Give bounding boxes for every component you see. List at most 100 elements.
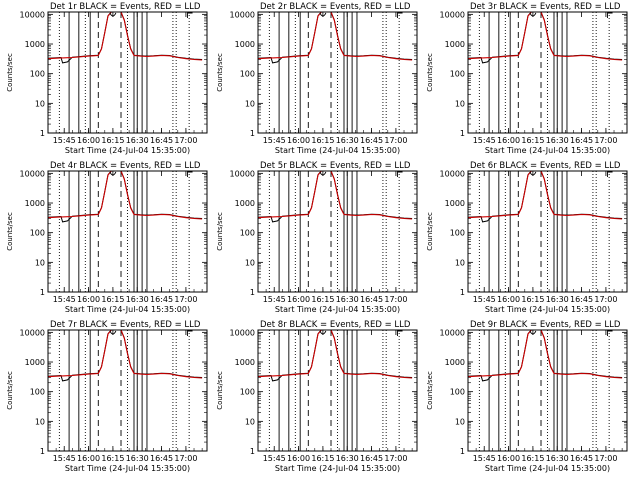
y-tick-label: 10000 [440, 10, 465, 19]
y-tick-label: 1 [250, 288, 255, 297]
y-tick-label: 100 [30, 70, 45, 79]
marker-lines [478, 330, 610, 451]
attenuator-marker [109, 330, 117, 335]
plot-frame [47, 329, 208, 452]
y-axis-label: Counts/sec [426, 371, 434, 410]
plot-frame [257, 329, 418, 452]
x-tick-label: 17:00 [594, 454, 617, 463]
x-axis-label: Start Time (24-Jul-04 15:35:00) [485, 305, 610, 314]
x-axis-label: Start Time (24-Jul-04 15:35:00) [65, 146, 190, 155]
y-tick-label: 10 [35, 99, 45, 108]
y-tick-label: 100 [450, 229, 465, 238]
x-tick-label: 15:45 [263, 295, 286, 304]
chart-panel: Det 7r BLACK = Events, RED = LLD Counts/s… [6, 320, 208, 473]
attenuator-marker [187, 171, 193, 177]
x-tick-label: 16:15 [521, 454, 544, 463]
series-line-lld [48, 12, 203, 61]
chart-panel: Det 2r BLACK = Events, RED = LLD Counts/s… [216, 2, 418, 155]
marker-lines [478, 12, 610, 133]
y-axis-label: Counts/sec [426, 53, 434, 92]
x-tick-label: 16:45 [570, 454, 593, 463]
y-tick-label: 1 [40, 129, 45, 138]
y-tick-label: 10000 [440, 328, 465, 337]
x-tick-label: 16:00 [287, 295, 310, 304]
marker-lines [58, 12, 190, 133]
y-tick-label: 1000 [445, 358, 465, 367]
series-group [258, 12, 413, 64]
y-tick-label: 10000 [440, 169, 465, 178]
marker-lines [58, 330, 190, 451]
y-tick-label: 1 [250, 129, 255, 138]
x-axis-label: Start Time (24-Jul-04 15:35:00) [275, 464, 400, 473]
chart-title: Det 5r BLACK = Events, RED = LLD [260, 161, 411, 171]
series-group [48, 12, 203, 64]
y-tick-label: 100 [450, 388, 465, 397]
series-line-events [468, 330, 623, 382]
x-tick-label: 16:15 [521, 295, 544, 304]
x-tick-label: 16:00 [77, 295, 100, 304]
x-tick-label: 16:30 [126, 454, 149, 463]
x-tick-label: 16:30 [546, 295, 569, 304]
x-tick-label: 16:30 [126, 295, 149, 304]
y-tick-label: 1000 [445, 40, 465, 49]
y-tick-label: 10000 [230, 328, 255, 337]
chart-panel: Det 1r BLACK = Events, RED = LLD Counts/s… [6, 2, 208, 155]
series-group [468, 171, 623, 223]
x-tick-label: 15:45 [53, 295, 76, 304]
series-line-events [258, 330, 413, 382]
y-tick-label: 10 [35, 417, 45, 426]
x-tick-label: 16:15 [101, 454, 124, 463]
series-line-events [468, 12, 623, 64]
plot-frame [467, 11, 628, 134]
attenuator-marker [319, 12, 327, 17]
chart-title: Det 3r BLACK = Events, RED = LLD [470, 2, 621, 12]
y-tick-label: 100 [240, 70, 255, 79]
series-line-lld [468, 171, 623, 220]
x-axis-label: Start Time (24-Jul-04 15:35:00) [275, 146, 400, 155]
series-line-lld [468, 12, 623, 61]
x-tick-label: 16:30 [336, 295, 359, 304]
chart-panel: Det 6r BLACK = Events, RED = LLD Counts/s… [426, 161, 628, 314]
x-tick-label: 16:00 [497, 454, 520, 463]
x-tick-label: 16:45 [150, 136, 173, 145]
series-group [258, 171, 413, 223]
x-tick-label: 17:00 [594, 295, 617, 304]
y-tick-label: 10 [455, 417, 465, 426]
x-tick-label: 17:00 [174, 295, 197, 304]
x-tick-label: 16:30 [546, 136, 569, 145]
attenuator-marker [397, 330, 403, 336]
plot-frame [47, 170, 208, 293]
y-tick-label: 1 [460, 129, 465, 138]
series-group [48, 171, 203, 223]
series-line-lld [258, 330, 413, 379]
x-tick-label: 16:30 [336, 136, 359, 145]
plot-frame [467, 329, 628, 452]
x-tick-label: 16:30 [546, 454, 569, 463]
chart-panel: Det 3r BLACK = Events, RED = LLD Counts/s… [426, 2, 628, 155]
y-tick-label: 10 [35, 258, 45, 267]
y-axis-label: Counts/sec [6, 212, 14, 251]
series-line-events [48, 12, 203, 64]
y-tick-label: 1000 [235, 199, 255, 208]
x-axis-label: Start Time (24-Jul-04 15:35:00) [65, 464, 190, 473]
x-tick-label: 16:15 [311, 454, 334, 463]
x-tick-label: 15:45 [53, 136, 76, 145]
series-group [258, 330, 413, 382]
x-tick-label: 15:45 [473, 454, 496, 463]
y-tick-label: 10 [455, 99, 465, 108]
x-tick-label: 16:00 [497, 295, 520, 304]
x-tick-label: 16:45 [360, 454, 383, 463]
series-line-events [468, 171, 623, 223]
y-tick-label: 10000 [230, 10, 255, 19]
y-tick-label: 1 [460, 447, 465, 456]
chart-panel: Det 8r BLACK = Events, RED = LLD Counts/s… [216, 320, 418, 473]
x-tick-label: 16:15 [101, 295, 124, 304]
x-tick-label: 16:15 [311, 295, 334, 304]
y-tick-label: 100 [240, 229, 255, 238]
series-line-events [258, 12, 413, 64]
series-group [48, 330, 203, 382]
attenuator-marker [109, 171, 117, 176]
x-tick-label: 17:00 [174, 136, 197, 145]
y-tick-label: 1000 [445, 199, 465, 208]
